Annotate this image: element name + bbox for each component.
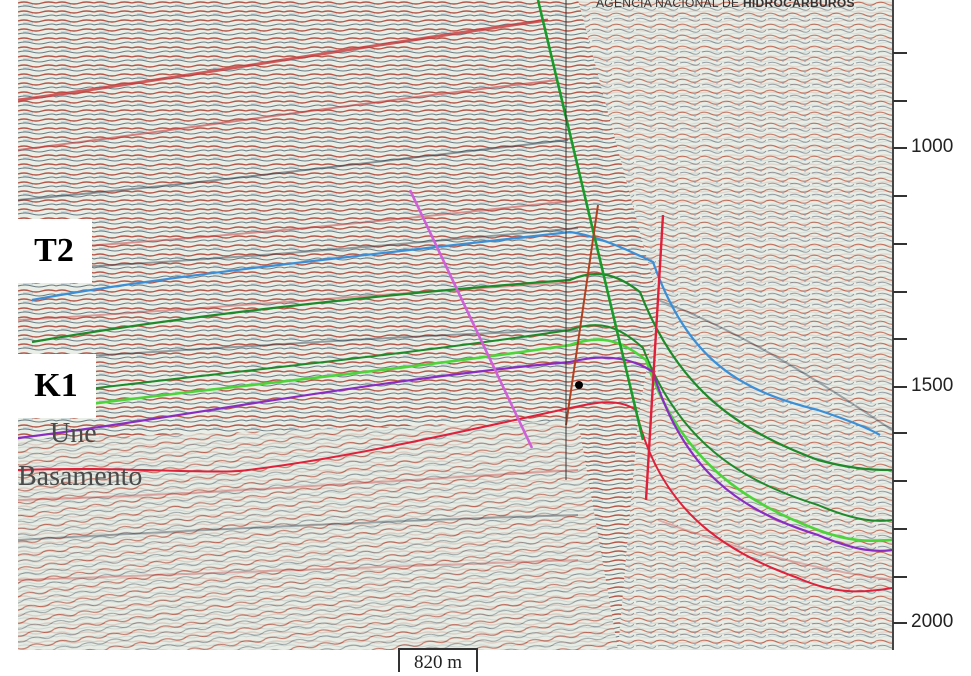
- axis-tick: [893, 528, 907, 530]
- horizon-red: [18, 401, 892, 593]
- axis-tick: [893, 576, 907, 578]
- axis-tick: [893, 432, 907, 434]
- horizon-label-une: Une: [50, 418, 97, 449]
- horizon-label-t2: T2: [16, 219, 92, 283]
- fault-green: [536, 0, 645, 441]
- fault-magenta: [408, 189, 534, 449]
- axis-tick: [893, 291, 907, 293]
- horizon-light-green: [31, 338, 892, 543]
- credit-agency: HIDROCARBUROS: [742, 0, 855, 10]
- horizon-blue: [31, 230, 881, 436]
- axis-tick: [893, 480, 907, 482]
- axis-tick: [893, 622, 907, 624]
- credit-prefix: AGENCIA NACIONAL DE: [596, 0, 740, 10]
- axis-tick: [893, 338, 907, 340]
- axis-tick: [893, 243, 907, 245]
- scale-bar: 820 m: [398, 648, 478, 673]
- axis-tick: [893, 147, 907, 149]
- fault-red: [644, 214, 665, 501]
- horizon-label-basamento: Basamento: [18, 461, 143, 492]
- horizon-dark-green: [31, 272, 892, 472]
- well-marker: [575, 381, 583, 389]
- axis-tick: [893, 52, 907, 54]
- axis-label-1500: 1500: [911, 375, 954, 396]
- axis-tick: [893, 386, 907, 388]
- fault-brown: [565, 204, 599, 426]
- seismic-image: [18, 0, 892, 650]
- axis-label-2000: 2000: [911, 611, 954, 632]
- axis-tick: [893, 100, 907, 102]
- scale-bar-label: 820 m: [413, 652, 463, 673]
- axis-tick: [893, 195, 907, 197]
- horizon-label-k1: K1: [16, 354, 96, 418]
- axis-label-1000: 1000: [911, 136, 954, 157]
- credit-line: AGENCIA NACIONAL DE HIDROCARBUROS: [596, 0, 855, 10]
- depth-axis: [892, 0, 894, 650]
